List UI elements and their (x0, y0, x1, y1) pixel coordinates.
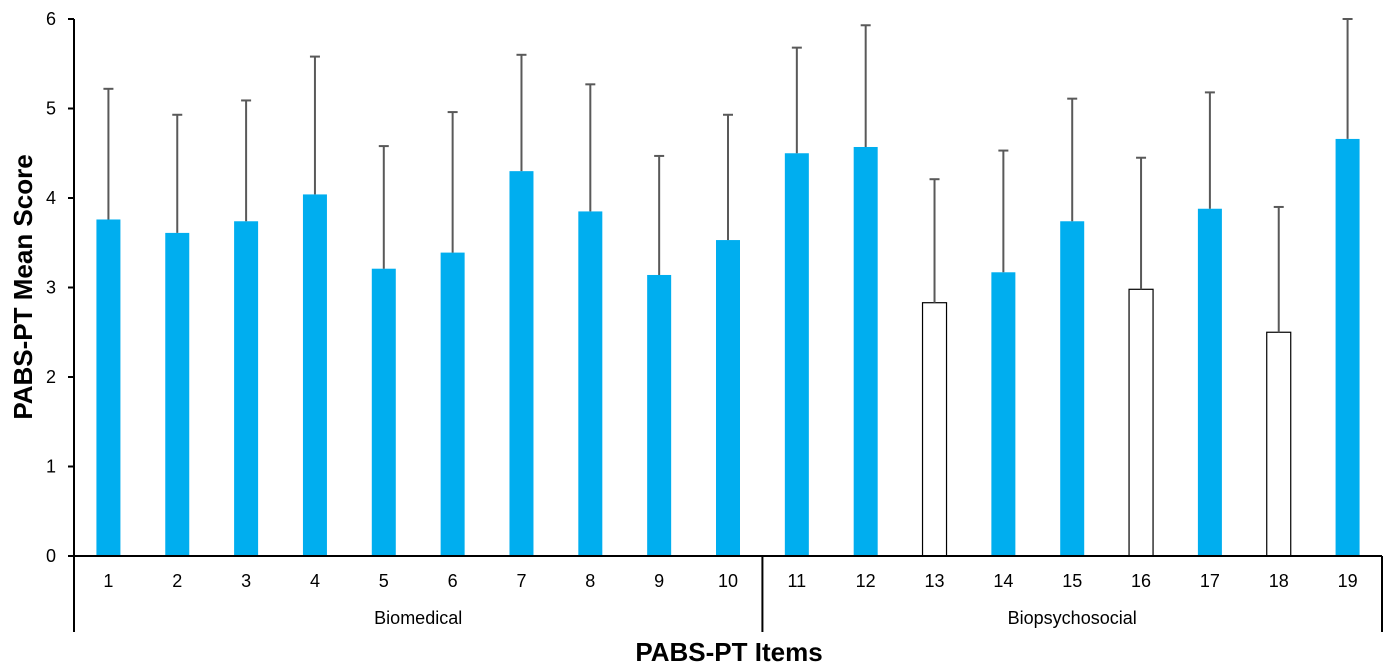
error-bar-6 (447, 111, 458, 253)
y-tick-label: 6 (46, 9, 56, 29)
bar-item-16 (1128, 288, 1154, 557)
group-label-0: Biomedical (374, 608, 462, 628)
y-tick-label: 4 (46, 188, 56, 208)
error-bar-19 (1342, 18, 1353, 139)
bar-item-5 (371, 268, 396, 556)
y-tick-labels: 0 1 2 3 4 5 6 (46, 9, 74, 566)
error-bar-18 (1273, 205, 1284, 333)
bars-layer (96, 138, 1360, 557)
error-bars-layer (103, 18, 1353, 333)
bar-item-13 (921, 302, 948, 557)
x-tick-label: 2 (172, 571, 182, 591)
x-tick-label: 5 (379, 571, 389, 591)
x-tick-label: 15 (1062, 571, 1082, 591)
error-bar-2 (172, 113, 183, 233)
y-tick-label: 0 (46, 546, 56, 566)
error-bar-11 (791, 46, 802, 154)
x-tick-label: 19 (1338, 571, 1358, 591)
error-bar-3 (241, 99, 252, 222)
error-bar-15 (1067, 97, 1078, 222)
error-bar-17 (1204, 91, 1215, 209)
error-bar-10 (723, 113, 733, 241)
x-tick-label: 4 (310, 571, 320, 591)
error-bar-16 (1136, 156, 1147, 290)
y-tick-label: 5 (46, 99, 56, 119)
error-bar-14 (998, 149, 1009, 273)
x-tick-label: 9 (654, 571, 664, 591)
error-bar-9 (654, 154, 665, 275)
bar-item-6 (440, 252, 465, 556)
bar-item-14 (991, 272, 1016, 556)
bar-item-18 (1266, 331, 1292, 557)
error-bar-8 (585, 83, 596, 212)
x-tick-labels: 1 2 3 4 5 6 7 8 9 10 11 12 13 14 15 16 17 18 19 (103, 571, 1357, 591)
y-tick-label: 3 (46, 278, 56, 298)
error-bar-13 (929, 178, 940, 303)
x-axis-title: PABS-PT Items (635, 637, 822, 667)
error-bar-5 (378, 145, 389, 269)
bar-item-19 (1335, 138, 1360, 556)
bar-item-15 (1060, 221, 1085, 556)
bar-item-1 (96, 219, 121, 557)
error-bar-1 (103, 87, 114, 220)
bar-item-9 (647, 274, 672, 556)
x-tick-label: 12 (856, 571, 876, 591)
bar-item-3 (234, 221, 259, 556)
x-tick-label: 13 (925, 571, 945, 591)
error-bar-12 (860, 24, 871, 147)
bar-item-12 (853, 146, 878, 557)
error-bar-4 (309, 55, 320, 195)
x-tick-label: 8 (585, 571, 595, 591)
x-tick-label: 18 (1269, 571, 1289, 591)
bar-item-8 (578, 211, 603, 557)
x-tick-label: 11 (787, 571, 806, 591)
x-tick-label: 10 (718, 571, 738, 591)
x-tick-label: 3 (241, 571, 251, 591)
y-tick-label: 2 (46, 367, 56, 387)
x-tick-label: 1 (103, 571, 113, 591)
x-tick-label: 14 (993, 571, 1013, 591)
bar-item-11 (784, 153, 809, 556)
x-tick-label: 6 (448, 571, 458, 591)
y-axis-title: PABS-PT Mean Score (8, 154, 38, 419)
group-labels: Biomedical Biopsychosocial (374, 608, 1137, 628)
bar-item-2 (165, 232, 190, 556)
y-tick-label: 1 (46, 457, 56, 477)
bar-item-7 (509, 171, 534, 556)
x-tick-label: 16 (1131, 571, 1151, 591)
bar-item-10 (716, 240, 740, 556)
x-tick-label: 7 (516, 571, 526, 591)
group-label-1: Biopsychosocial (1008, 608, 1137, 628)
x-tick-label: 17 (1200, 571, 1220, 591)
bar-item-4 (302, 194, 327, 557)
error-bar-7 (516, 53, 527, 172)
bar-item-17 (1197, 208, 1222, 557)
